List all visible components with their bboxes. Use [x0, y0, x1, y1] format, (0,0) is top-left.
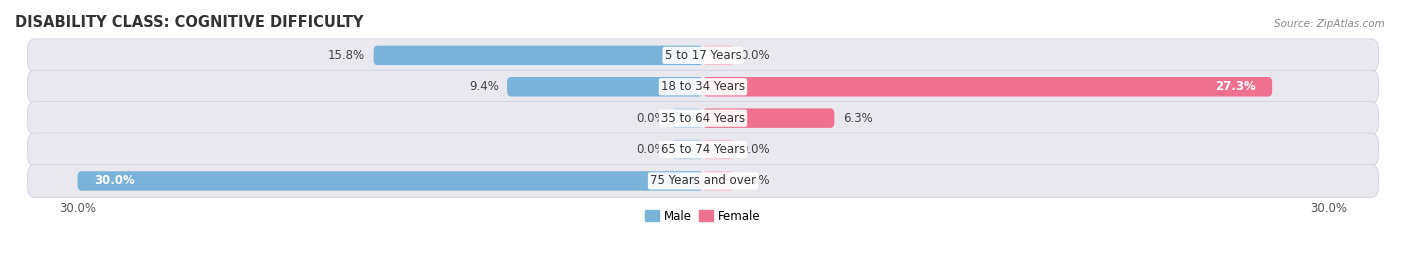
- Text: 6.3%: 6.3%: [842, 112, 873, 125]
- Text: 0.0%: 0.0%: [741, 143, 770, 156]
- FancyBboxPatch shape: [703, 108, 834, 128]
- FancyBboxPatch shape: [374, 46, 703, 65]
- Text: 5 to 17 Years: 5 to 17 Years: [665, 49, 741, 62]
- FancyBboxPatch shape: [703, 171, 734, 191]
- FancyBboxPatch shape: [77, 171, 703, 191]
- FancyBboxPatch shape: [28, 102, 1378, 135]
- Text: 0.0%: 0.0%: [741, 174, 770, 187]
- FancyBboxPatch shape: [672, 108, 703, 128]
- Text: 65 to 74 Years: 65 to 74 Years: [661, 143, 745, 156]
- FancyBboxPatch shape: [28, 39, 1378, 72]
- Text: 35 to 64 Years: 35 to 64 Years: [661, 112, 745, 125]
- Text: 30.0%: 30.0%: [94, 174, 135, 187]
- Text: 9.4%: 9.4%: [468, 80, 499, 93]
- Text: 75 Years and over: 75 Years and over: [650, 174, 756, 187]
- Text: 18 to 34 Years: 18 to 34 Years: [661, 80, 745, 93]
- FancyBboxPatch shape: [703, 46, 734, 65]
- FancyBboxPatch shape: [508, 77, 703, 97]
- Text: Source: ZipAtlas.com: Source: ZipAtlas.com: [1274, 19, 1385, 29]
- Text: 0.0%: 0.0%: [636, 143, 665, 156]
- Text: DISABILITY CLASS: COGNITIVE DIFFICULTY: DISABILITY CLASS: COGNITIVE DIFFICULTY: [15, 15, 364, 30]
- FancyBboxPatch shape: [28, 70, 1378, 103]
- Text: 27.3%: 27.3%: [1215, 80, 1256, 93]
- FancyBboxPatch shape: [703, 140, 734, 159]
- FancyBboxPatch shape: [703, 77, 1272, 97]
- FancyBboxPatch shape: [28, 133, 1378, 166]
- Legend: Male, Female: Male, Female: [641, 205, 765, 228]
- FancyBboxPatch shape: [672, 140, 703, 159]
- FancyBboxPatch shape: [28, 164, 1378, 197]
- Text: 15.8%: 15.8%: [328, 49, 366, 62]
- Text: 0.0%: 0.0%: [741, 49, 770, 62]
- Text: 0.0%: 0.0%: [636, 112, 665, 125]
